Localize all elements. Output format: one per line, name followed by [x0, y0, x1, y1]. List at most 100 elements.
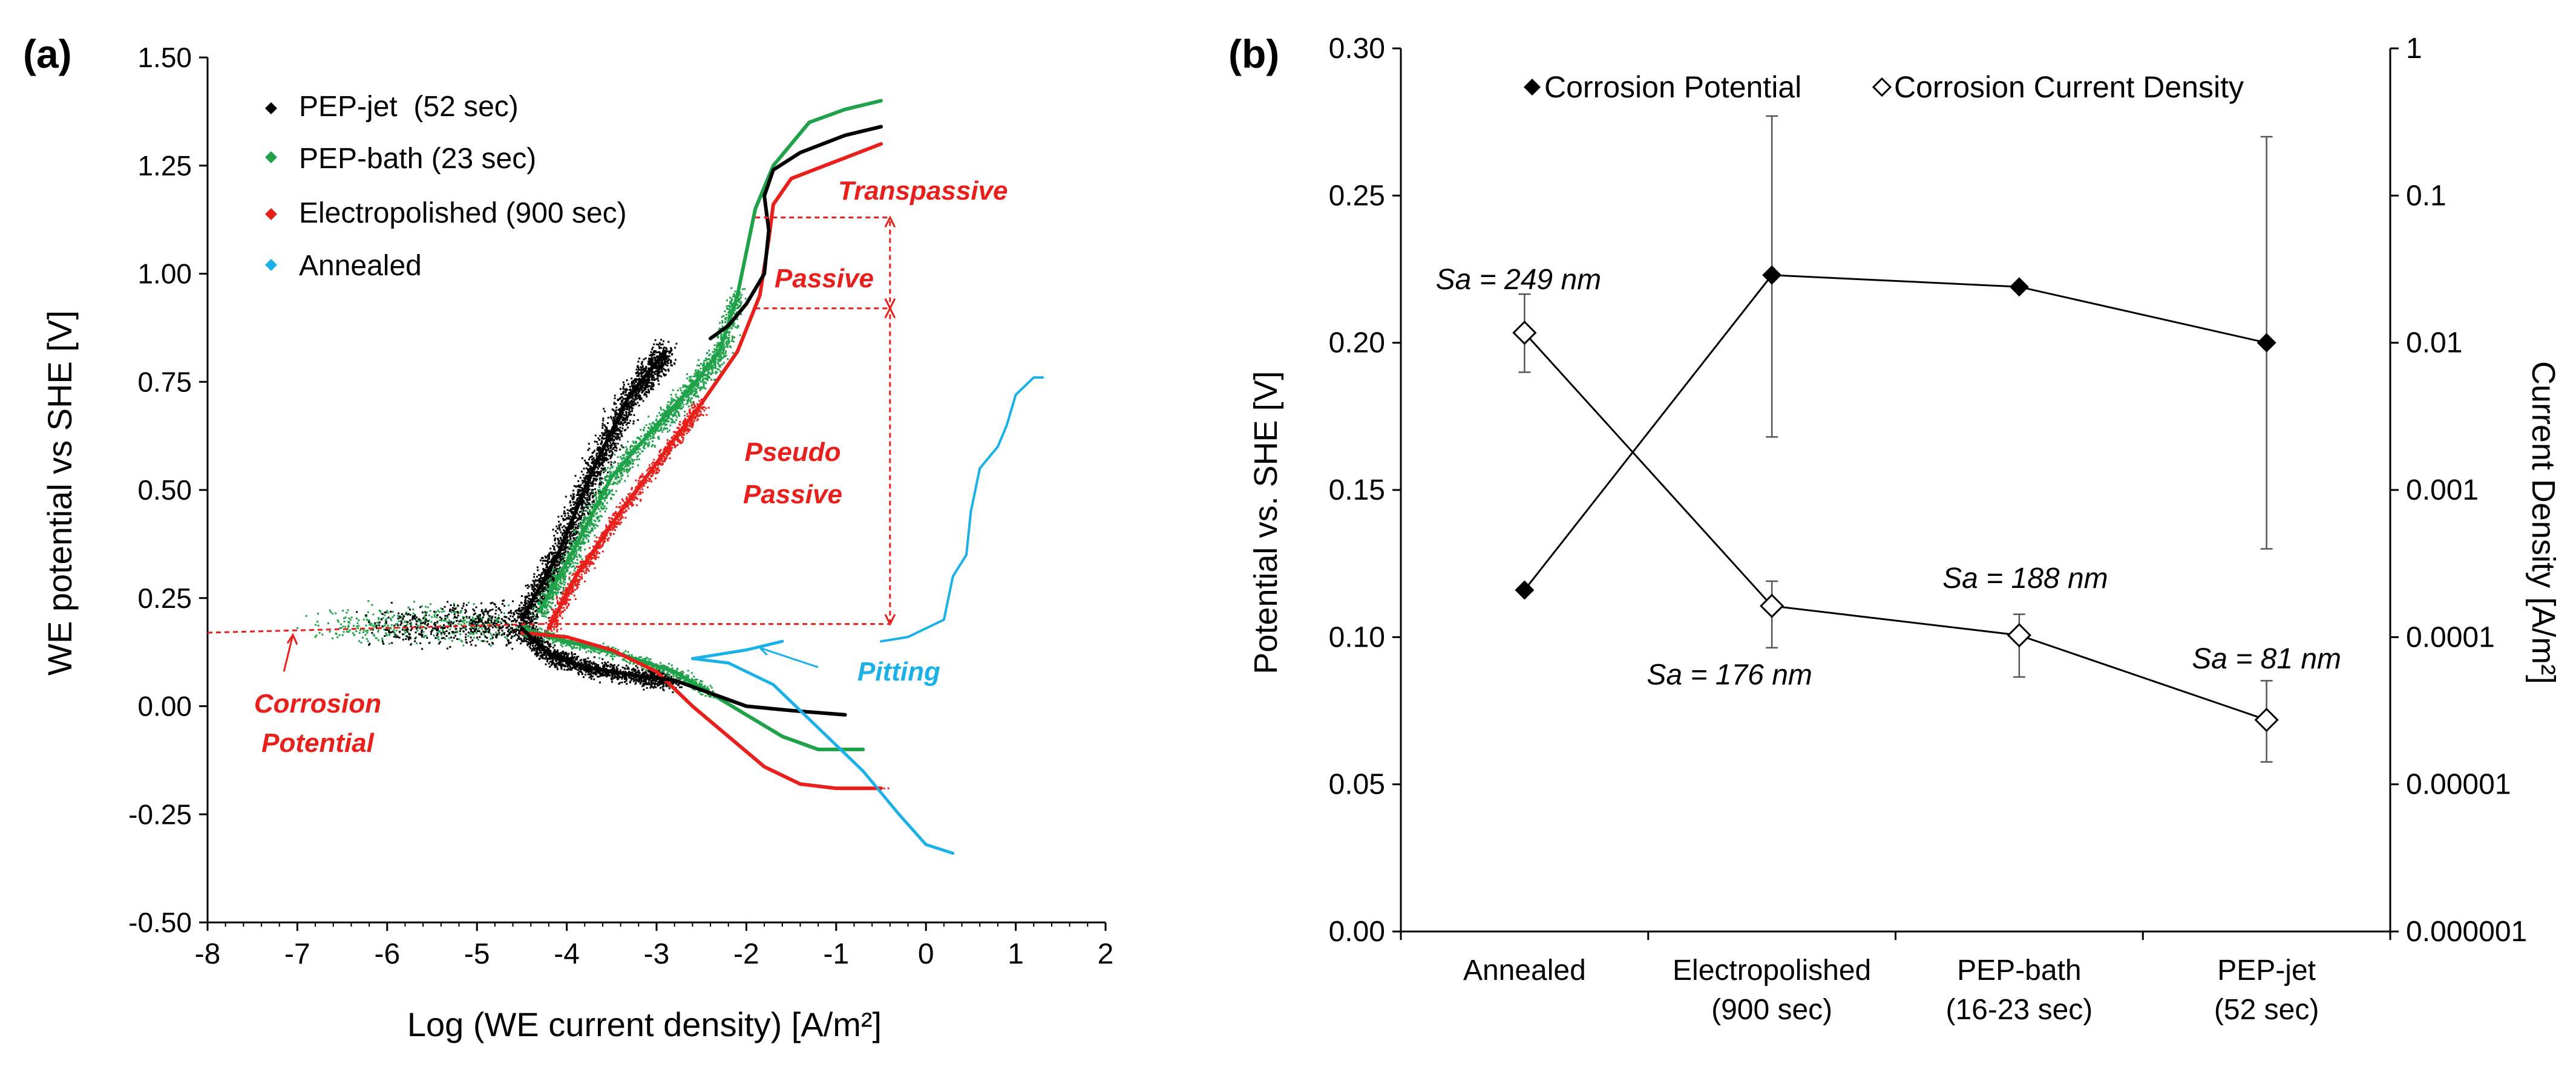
data-point [631, 402, 633, 405]
data-point [416, 621, 418, 623]
data-point [563, 584, 566, 586]
data-point [727, 346, 729, 348]
data-point [367, 611, 369, 613]
data-point [558, 520, 560, 523]
data-point [400, 620, 402, 622]
data-point [510, 637, 513, 639]
data-point [477, 638, 479, 641]
data-point [706, 362, 709, 364]
data-point [637, 379, 639, 381]
data-point [636, 393, 638, 395]
data-point [700, 388, 702, 390]
data-point [397, 618, 399, 619]
data-point [660, 347, 663, 349]
data-point [444, 605, 446, 608]
data-point [511, 635, 513, 638]
panel-a-x-tick-label: -3 [644, 938, 670, 970]
data-point [675, 406, 677, 408]
data-point [684, 411, 686, 413]
data-point [641, 391, 643, 393]
data-point [470, 630, 473, 633]
data-point [695, 370, 696, 372]
data-point [677, 389, 679, 391]
data-point [495, 631, 497, 634]
data-point [737, 307, 739, 309]
data-point [499, 609, 502, 612]
data-point [660, 375, 663, 377]
data-point [597, 492, 600, 494]
data-point [356, 618, 358, 619]
data-point [544, 605, 546, 607]
data-point [600, 446, 602, 449]
data-point [594, 471, 596, 474]
data-point [465, 633, 467, 636]
data-point [724, 341, 727, 344]
data-point [566, 540, 568, 541]
data-point [606, 480, 609, 482]
data-point [445, 630, 448, 632]
data-point [425, 619, 427, 621]
data-point [686, 387, 689, 388]
data-point [534, 579, 537, 581]
data-point [601, 504, 603, 506]
data-point [520, 615, 522, 618]
data-point [651, 422, 654, 425]
data-point [315, 624, 317, 626]
data-point [317, 613, 319, 615]
data-point [547, 563, 549, 565]
data-point [609, 442, 612, 444]
data-point [643, 447, 646, 449]
data-point [373, 635, 375, 637]
data-point [577, 497, 579, 500]
data-point [578, 517, 580, 519]
data-point [569, 538, 572, 541]
data-point [647, 391, 649, 393]
data-point [619, 423, 621, 425]
data-point [657, 369, 660, 371]
data-point [551, 557, 554, 560]
data-point [677, 397, 679, 399]
data-point [640, 373, 643, 375]
data-point [657, 426, 660, 428]
data-point [405, 635, 408, 638]
data-point [620, 469, 622, 471]
data-point [542, 570, 545, 573]
data-point [370, 628, 372, 631]
data-point [534, 598, 537, 600]
data-point [601, 425, 604, 427]
data-point [588, 488, 591, 491]
data-point [650, 435, 652, 437]
data-point [368, 644, 370, 646]
data-point [651, 361, 652, 363]
data-point [536, 622, 538, 624]
data-point [667, 368, 669, 371]
data-point [477, 630, 479, 632]
data-point [358, 631, 361, 634]
data-point [575, 523, 577, 526]
data-point [413, 617, 415, 619]
data-point [640, 366, 642, 368]
data-point [635, 397, 638, 399]
data-point [544, 569, 546, 571]
data-point [686, 373, 689, 375]
data-point [542, 585, 544, 587]
data-point [557, 589, 559, 592]
data-point [647, 377, 650, 380]
data-point [702, 367, 704, 370]
data-point [600, 490, 602, 492]
data-point [453, 610, 455, 612]
data-point [410, 621, 412, 624]
data-point [450, 636, 453, 639]
data-point [388, 630, 390, 632]
data-point [609, 439, 612, 441]
data-point [590, 520, 592, 523]
data-point [577, 523, 580, 525]
panel-a-y-tick-label: 0.50 [137, 474, 192, 506]
data-point [390, 610, 392, 613]
data-point [541, 595, 543, 598]
data-point [588, 535, 590, 537]
data-point [586, 491, 588, 493]
data-point [473, 603, 475, 605]
data-point [416, 627, 418, 630]
data-point [542, 587, 544, 589]
